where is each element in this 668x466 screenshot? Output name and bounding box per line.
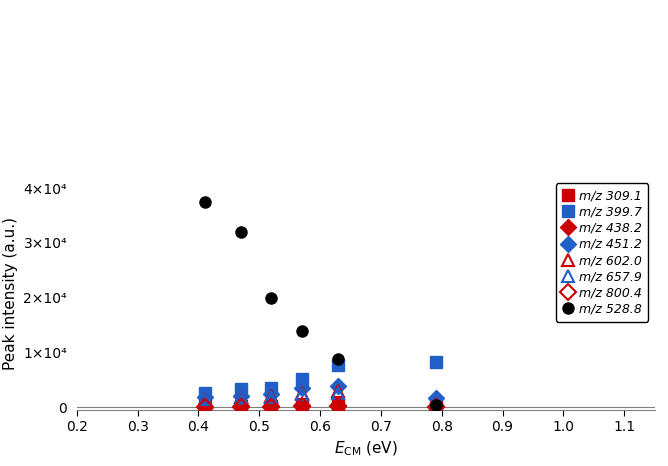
Legend: m/z 309.1, m/z 399.7, m/z 438.2, m/z 451.2, m/z 602.0, m/z 657.9, m/z 800.4, m/z: m/z 309.1, m/z 399.7, m/z 438.2, m/z 451… bbox=[556, 183, 649, 322]
X-axis label: $\it{E}_{\rm{CM}}$ (eV): $\it{E}_{\rm{CM}}$ (eV) bbox=[334, 440, 397, 459]
Y-axis label: Peak intensity (a.u.): Peak intensity (a.u.) bbox=[3, 217, 18, 370]
